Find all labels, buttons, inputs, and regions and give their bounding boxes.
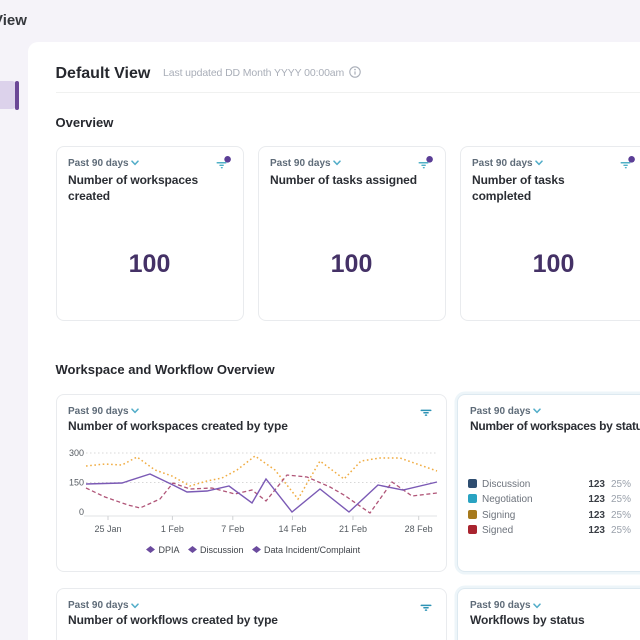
svg-text:21 Feb: 21 Feb xyxy=(339,524,367,534)
svg-text:7 Feb: 7 Feb xyxy=(221,524,244,534)
svg-text:25 Jan: 25 Jan xyxy=(94,524,121,534)
svg-text:1 Feb: 1 Feb xyxy=(161,524,184,534)
svg-text:150: 150 xyxy=(69,478,84,488)
svg-text:28 Feb: 28 Feb xyxy=(405,524,433,534)
svg-text:300: 300 xyxy=(69,448,84,458)
svg-text:0: 0 xyxy=(79,507,84,517)
svg-text:14 Feb: 14 Feb xyxy=(278,524,306,534)
